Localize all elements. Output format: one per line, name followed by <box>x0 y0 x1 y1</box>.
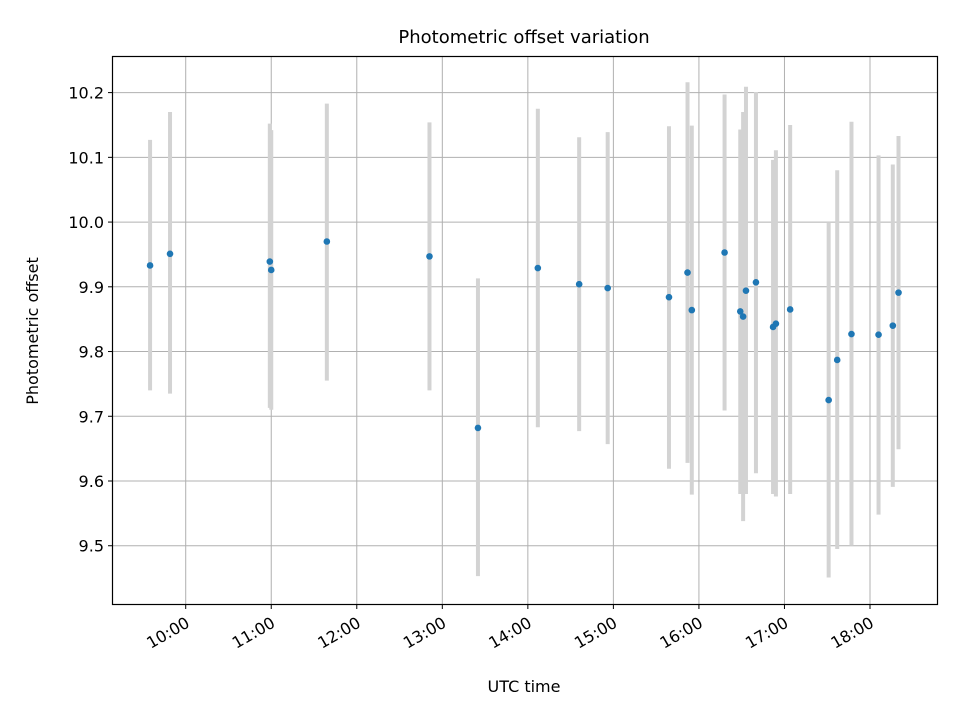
data-point <box>895 289 902 296</box>
y-tick-label: 9.8 <box>79 343 104 362</box>
data-point <box>575 280 583 288</box>
y-tick-label: 10.2 <box>68 84 104 103</box>
data-point <box>772 320 780 328</box>
data-point <box>146 262 154 269</box>
data-point <box>684 269 691 276</box>
data-point <box>266 258 274 265</box>
grid <box>113 57 937 604</box>
data-point <box>833 356 841 364</box>
data-point <box>166 250 174 258</box>
y-tick-label: 9.7 <box>79 407 104 426</box>
x-axis-title: UTC time <box>488 677 561 696</box>
data-point <box>742 287 750 294</box>
data-point <box>739 313 747 320</box>
data-point <box>534 264 542 272</box>
y-axis-title: Photometric offset <box>23 257 42 405</box>
data-point <box>323 238 331 245</box>
data-point <box>721 249 728 256</box>
data-point <box>825 396 832 404</box>
y-tick-label: 10.1 <box>68 148 104 167</box>
data-point <box>848 330 855 338</box>
data-point <box>889 322 897 329</box>
y-axis-ticks: 9.5 9.6 9.7 9.8 9.9 10.0 10.1 10.2 <box>68 84 113 556</box>
chart-title: Photometric offset variation <box>398 27 649 48</box>
data-point <box>426 253 433 260</box>
y-tick-label: 10.0 <box>68 213 104 232</box>
data-point <box>752 278 760 286</box>
plot-frame <box>111 55 939 606</box>
y-tick-label: 9.6 <box>79 472 104 491</box>
data-point <box>688 306 696 314</box>
y-tick-label: 9.5 <box>79 537 104 556</box>
data-point <box>474 424 482 432</box>
data-point <box>604 284 611 292</box>
data-point <box>736 308 744 315</box>
data-points <box>146 238 902 432</box>
data-point <box>267 266 275 274</box>
y-tick-label: 9.9 <box>79 278 104 297</box>
data-point <box>875 331 882 339</box>
data-point <box>786 306 794 313</box>
data-point <box>665 293 673 301</box>
